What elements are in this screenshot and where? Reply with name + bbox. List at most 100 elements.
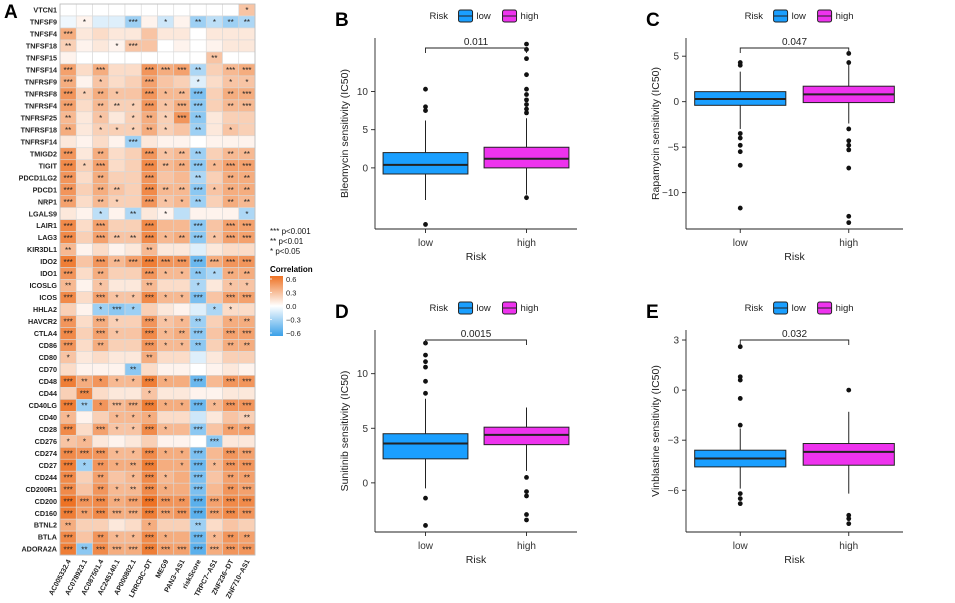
significance-mark: **	[114, 102, 120, 111]
heatmap-cell	[238, 518, 256, 532]
heatmap-row-label: CD160	[35, 509, 57, 518]
heatmap-cell	[222, 3, 240, 17]
outlier-point	[737, 205, 743, 211]
heatmap-cell	[75, 315, 93, 328]
significance-mark: ***	[145, 258, 154, 267]
heatmap-cell	[92, 3, 110, 17]
significance-mark: ***	[193, 545, 202, 554]
heatmap-cell	[75, 195, 93, 208]
significance-mark: ***	[145, 330, 154, 339]
heatmap-cell	[124, 279, 142, 292]
heatmap-cell	[124, 267, 142, 280]
significance-mark: **	[146, 126, 152, 135]
legend-label-low: low	[792, 303, 806, 314]
significance-mark: **	[228, 485, 234, 494]
pvalue-bracket	[425, 339, 527, 345]
heatmap-cell	[75, 27, 93, 41]
heatmap-cell	[108, 279, 126, 292]
significance-mark: ***	[128, 497, 137, 506]
heatmap-cell	[75, 363, 93, 376]
significance-mark: *	[99, 210, 102, 219]
significance-mark: **	[179, 90, 185, 99]
significance-mark: **	[195, 342, 201, 351]
significance-mark: ***	[145, 461, 154, 470]
significance-mark: ***	[242, 102, 251, 111]
heatmap-cell	[124, 518, 142, 532]
significance-mark: ***	[193, 402, 202, 411]
significance-mark: ***	[226, 402, 235, 411]
heatmap-cell	[140, 135, 158, 149]
significance-mark: ***	[145, 425, 154, 434]
significance-mark: *	[245, 282, 248, 291]
heatmap-cell	[189, 243, 207, 256]
heatmap-cell	[205, 411, 223, 424]
significance-mark: *	[180, 318, 183, 327]
boxplot-panel-d: D Risk low high 0 5 10 low high Risk Sunitinib sen…	[335, 301, 577, 566]
significance-mark: ***	[177, 258, 186, 267]
x-tick-label: low	[733, 541, 749, 552]
significance-mark: **	[81, 545, 87, 554]
outlier-point	[846, 51, 852, 56]
heatmap-cell	[157, 458, 175, 472]
significance-mark: ***	[145, 294, 154, 303]
heatmap-cell	[222, 27, 240, 41]
y-tick-label: 3	[673, 336, 679, 347]
heatmap-row-label: LGALS9	[29, 209, 57, 218]
significance-mark: *	[164, 378, 167, 387]
heatmap-cell	[108, 171, 126, 185]
heatmap-cell	[205, 279, 223, 292]
significance-mark: ***	[128, 42, 137, 51]
significance-mark: **	[130, 234, 136, 243]
heatmap-cell	[108, 267, 126, 280]
significance-mark: *	[115, 461, 118, 470]
panel-label-d: D	[335, 302, 349, 323]
heatmap-cell	[75, 75, 93, 89]
y-tick-label: 0	[362, 478, 368, 489]
colorbar-tick-label: −0.3	[286, 316, 301, 325]
heatmap-row-label: IDO1	[40, 269, 57, 278]
heatmap-row-label: TNFRSF4	[25, 101, 57, 110]
heatmap-cell	[75, 3, 93, 17]
significance-mark: ***	[193, 425, 202, 434]
significance-mark: **	[98, 473, 104, 482]
outlier-point	[423, 359, 428, 365]
heatmap-cell	[205, 422, 223, 436]
significance-mark: *	[213, 234, 216, 243]
heatmap-cell	[108, 3, 126, 17]
heatmap-cell	[92, 387, 110, 400]
heatmap-row-label: CD40	[39, 413, 57, 422]
y-tick-label: 5	[362, 125, 368, 136]
significance-mark: ***	[145, 78, 154, 87]
significance-mark: *	[115, 198, 118, 207]
significance-mark: *	[115, 378, 118, 387]
heatmap-panel: A *VTCN1* *** * ** * ** **TNFSF9***TNFSF4** * ***…	[4, 2, 313, 600]
outlier-point	[737, 374, 743, 380]
colorbar-tick-label: 0.6	[286, 275, 296, 284]
significance-mark: **	[98, 174, 104, 183]
x-axis-title: Risk	[466, 554, 487, 566]
heatmap-cell	[238, 243, 256, 256]
colorbar-tick-label: −0.6	[286, 329, 301, 338]
heatmap-row-label: TIGIT	[39, 161, 58, 170]
legend-title: Risk	[430, 11, 449, 22]
significance-mark: *	[164, 270, 167, 279]
significance-mark: *	[99, 378, 102, 387]
outlier-point	[524, 512, 529, 517]
significance-mark: *	[197, 78, 200, 87]
heatmap-row-label: HAVCR2	[28, 317, 57, 326]
significance-mark: ***	[128, 509, 137, 518]
significance-mark: ***	[63, 66, 72, 75]
y-tick-label: −10	[662, 188, 679, 199]
significance-mark: ***	[63, 402, 72, 411]
heatmap-cell	[124, 315, 142, 328]
heatmap-cell	[173, 39, 191, 53]
significance-mark: ***	[210, 258, 219, 267]
y-tick-label: 10	[357, 369, 369, 380]
heatmap-cell	[108, 434, 126, 448]
outlier-point	[524, 489, 529, 494]
significance-mark: ***	[145, 234, 154, 243]
signif-legend-item: *** p<0.001	[270, 227, 311, 236]
heatmap-cell	[157, 387, 175, 400]
significance-mark: **	[130, 461, 136, 470]
significance-mark: *	[164, 102, 167, 111]
